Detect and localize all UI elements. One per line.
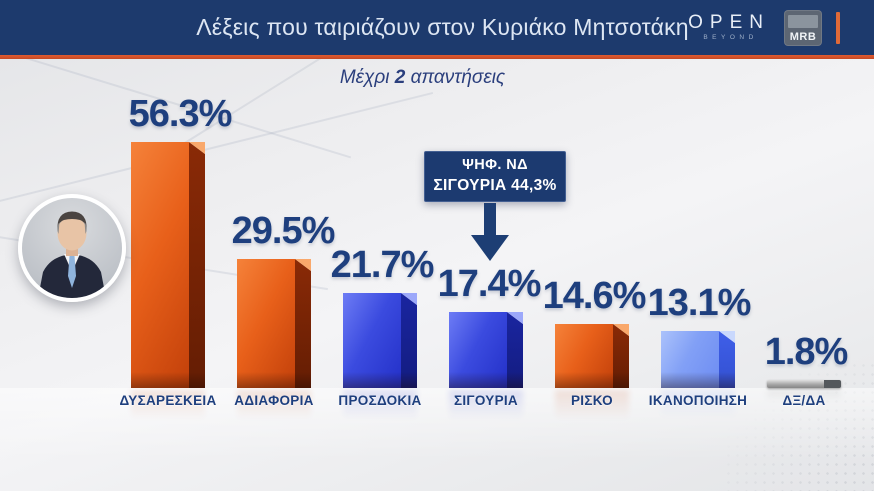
mrb-logo: MRB — [784, 9, 822, 46]
subtitle-post: απαντήσεις — [410, 67, 506, 88]
bar-front-face — [237, 259, 295, 388]
bar-bottom-shade — [131, 372, 205, 388]
open-logo-tagline: BEYOND — [703, 34, 758, 42]
annotation-line2: ΣΙΓΟΥΡΙΑ 44,3% — [433, 176, 557, 194]
bar-side-face — [613, 324, 629, 388]
mrb-logo-band — [788, 14, 818, 28]
open-logo-text: OPEN — [688, 12, 770, 34]
bar-value-label: 17.4% — [437, 263, 542, 305]
bar-side-face — [719, 331, 735, 388]
bar-front-face — [449, 312, 507, 388]
bar-category-label: ΔΥΣΑΡΕΣΚΕΙΑ — [119, 393, 217, 408]
annotation-box: ΨΗΦ. ΝΔ ΣΙΓΟΥΡΙΑ 44,3% — [424, 151, 566, 202]
chart-bar — [661, 331, 735, 388]
subtitle-number: 2 — [394, 67, 406, 88]
bar-end-cap — [824, 380, 841, 388]
subtitle-pre: Μέχρι — [339, 67, 390, 88]
politician-portrait — [18, 194, 126, 302]
bar-side-face — [189, 142, 205, 388]
bar-bottom-shade — [343, 372, 417, 388]
bar-reflection — [767, 390, 841, 401]
bar-reflection — [555, 390, 629, 420]
bar-value-label: 56.3% — [128, 93, 233, 135]
mrb-logo-text: MRB — [789, 30, 817, 43]
annotation-line1: ΨΗΦ. ΝΔ — [462, 157, 528, 174]
header-underline — [0, 55, 874, 59]
bar-reflection — [449, 390, 523, 420]
bar-value-label: 21.7% — [330, 244, 435, 286]
bar-bottom-shade — [237, 372, 311, 388]
bar-value-label: 13.1% — [647, 282, 752, 324]
bar-front-face — [661, 331, 719, 388]
bar-bottom-shade — [555, 372, 629, 388]
bar-front-face — [555, 324, 613, 388]
bar-category-label: ΡΙΣΚΟ — [571, 393, 613, 408]
chart-bar — [131, 142, 205, 388]
annotation-arrow-icon — [471, 203, 509, 261]
chart-subtitle: Μέχρι 2 απαντήσεις — [0, 67, 845, 89]
bar-side-face — [401, 293, 417, 388]
bar-front-face — [767, 380, 841, 388]
chart-bar — [343, 293, 417, 388]
bar-value-label: 29.5% — [231, 210, 336, 252]
chart-bar — [555, 324, 629, 388]
bar-category-label: ΑΔΙΑΦΟΡΙΑ — [234, 393, 314, 408]
chart-bar — [767, 380, 841, 388]
header-bar: Λέξεις που ταιριάζουν στον Κυριάκο Μητσο… — [0, 0, 874, 55]
bar-value-label: 1.8% — [764, 331, 849, 373]
bar-front-face — [343, 293, 401, 388]
bar-reflection — [343, 390, 417, 420]
bar-value-label: 14.6% — [542, 275, 647, 317]
chart-bar — [237, 259, 311, 388]
bar-bottom-shade — [449, 372, 523, 388]
open-channel-logo: OPEN BEYOND — [688, 13, 770, 42]
logo-block: OPEN BEYOND MRB — [688, 0, 840, 55]
bar-front-face — [131, 142, 189, 388]
person-silhouette-icon — [38, 211, 106, 298]
bar-category-label: ΣΙΓΟΥΡΙΑ — [453, 393, 518, 408]
bar-category-label: ΠΡΟΣΔΟΚΙΑ — [338, 393, 422, 408]
chart-bar — [449, 312, 523, 388]
bar-reflection — [661, 390, 735, 418]
page-title: Λέξεις που ταιριάζουν στον Κυριάκο Μητσο… — [196, 14, 689, 40]
floor-shine — [0, 388, 874, 491]
bar-side-face — [295, 259, 311, 388]
bar-category-label: ΙΚΑΝΟΠΟΙΗΣΗ — [648, 393, 748, 408]
bar-reflection — [131, 390, 205, 420]
bar-reflection — [237, 390, 311, 420]
bar-side-face — [507, 312, 523, 388]
bar-bottom-shade — [661, 372, 735, 388]
bar-category-label: ΔΞ/ΔΑ — [782, 393, 826, 408]
accent-divider — [836, 11, 840, 44]
